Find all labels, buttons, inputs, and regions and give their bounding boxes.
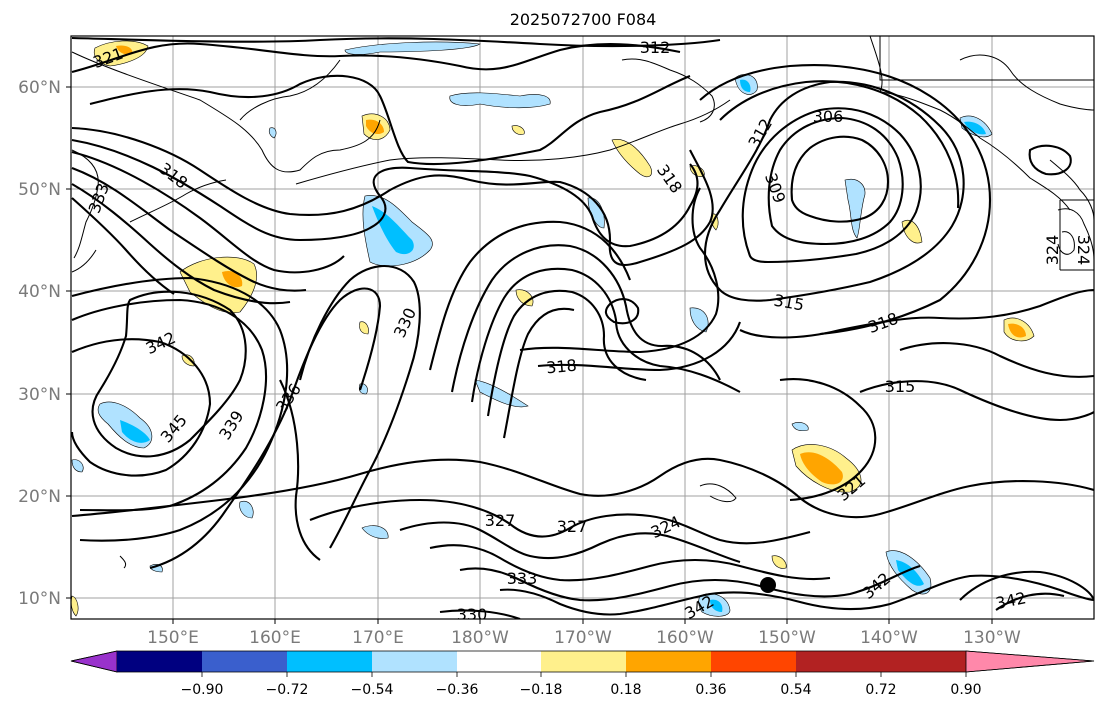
lat-label: 30°N <box>18 385 61 405</box>
colorbar-tick-label: −0.18 <box>520 682 563 698</box>
contour-label: 333 <box>507 569 538 588</box>
colorbar-segment <box>541 651 626 672</box>
colorbar-segment <box>117 651 202 672</box>
longitude-axis: 150°E 160°E 170°E 180°W 170°W 160°W 150°… <box>147 628 1021 648</box>
lon-label: 160°W <box>656 628 714 648</box>
colorbar-segment <box>372 651 457 672</box>
colorbar-tick-label: −0.36 <box>436 682 479 698</box>
colorbar-segment <box>457 651 541 672</box>
map-title: 2025072700 F084 <box>510 10 657 29</box>
colorbar-segment <box>881 651 966 672</box>
colorbar-tick-label: −0.90 <box>181 682 224 698</box>
colorbar-tick-label: 0.54 <box>780 682 811 698</box>
contour-label: 306 <box>813 107 844 126</box>
contour-label: 324 <box>1074 235 1093 266</box>
lon-label: 160°E <box>249 628 301 648</box>
colorbar-tick-label: 0.72 <box>865 682 896 698</box>
colorbar-tick-label: 0.36 <box>695 682 726 698</box>
latitude-axis: 60°N 50°N 40°N 30°N 20°N 10°N <box>18 78 61 609</box>
contour-label: 327 <box>485 511 516 530</box>
colorbar-segment <box>711 651 796 672</box>
lat-label: 20°N <box>18 487 61 507</box>
lon-label: 150°W <box>758 628 816 648</box>
lon-label: 150°E <box>147 628 199 648</box>
storm-position-marker <box>760 577 776 593</box>
colorbar: −0.90 −0.72 −0.54 −0.36 −0.18 0.18 0.36 … <box>70 650 1095 698</box>
contour-label: 318 <box>545 356 577 378</box>
lat-label: 50°N <box>18 180 61 200</box>
lon-label: 140°W <box>860 628 918 648</box>
lon-label: 180°W <box>451 628 509 648</box>
contour-label: 312 <box>640 38 671 57</box>
lat-label: 10°N <box>18 589 61 609</box>
lat-label: 40°N <box>18 282 61 302</box>
colorbar-tick-label: 0.18 <box>610 682 641 698</box>
colorbar-tick-label: −0.72 <box>266 682 309 698</box>
height-contours <box>71 36 1094 619</box>
axis-ticks <box>66 86 993 624</box>
lat-label: 60°N <box>18 78 61 98</box>
contour-label: 324 <box>1043 235 1062 266</box>
colorbar-tick-label: 0.90 <box>950 682 981 698</box>
lon-label: 130°W <box>963 628 1021 648</box>
lon-label: 170°W <box>554 628 612 648</box>
contour-label: 327 <box>557 517 588 536</box>
colorbar-extend-low <box>70 650 118 673</box>
colorbar-extend-high <box>965 650 1095 673</box>
colorbar-segment <box>202 651 287 672</box>
contour-label: 330 <box>457 605 488 624</box>
colorbar-segment <box>287 651 372 672</box>
contour-label: 315 <box>885 377 916 396</box>
coastlines <box>71 36 1094 569</box>
lon-label: 170°E <box>352 628 404 648</box>
colorbar-segment <box>796 651 881 672</box>
colorbar-segment <box>626 651 711 672</box>
colorbar-tick-label: −0.54 <box>351 682 394 698</box>
